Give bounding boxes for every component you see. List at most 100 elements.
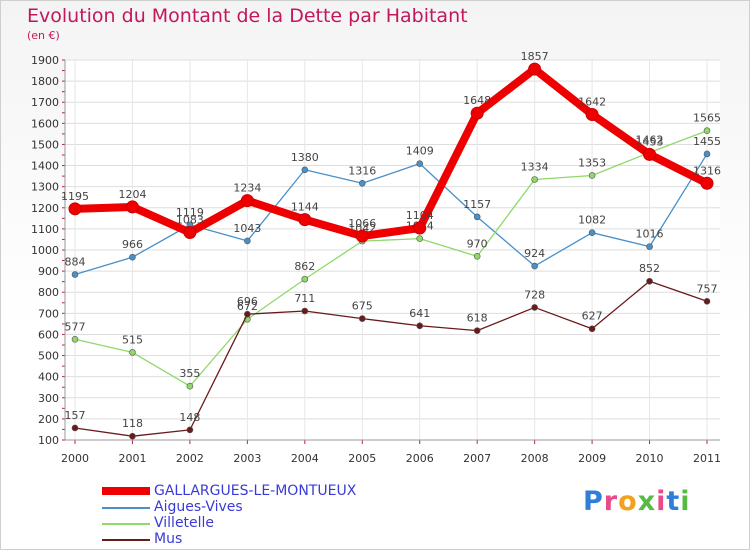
y-tick-label: 1300 <box>31 181 59 194</box>
data-label-1: 1409 <box>406 145 434 158</box>
data-point-0 <box>528 62 542 76</box>
data-point-0 <box>125 200 139 214</box>
data-label-0: 1857 <box>521 50 549 63</box>
data-point-3 <box>473 327 481 334</box>
data-label-1: 1455 <box>693 135 721 148</box>
series-line-0 <box>71 65 711 241</box>
data-label-0: 1195 <box>61 190 89 203</box>
data-point-3 <box>71 424 79 432</box>
data-point-1 <box>71 271 79 278</box>
data-label-3: 696 <box>237 295 258 308</box>
data-point-0 <box>413 221 427 235</box>
data-point-0 <box>470 106 484 120</box>
data-point-3 <box>416 322 424 330</box>
data-point-1 <box>244 237 251 245</box>
data-label-1: 1016 <box>636 228 664 241</box>
y-tick-label: 800 <box>38 286 59 299</box>
y-tick-label: 1600 <box>31 117 59 130</box>
legend-item-aigues-vives: Aigues-Vives <box>102 499 402 515</box>
data-point-1 <box>473 213 481 221</box>
y-tick-label: 1100 <box>31 223 59 236</box>
logo-letter: x <box>637 486 657 517</box>
data-label-3: 675 <box>352 300 373 313</box>
data-label-1: 884 <box>65 255 86 268</box>
chart-subtitle: (en €) <box>27 29 60 42</box>
x-tick-label: 2007 <box>463 452 491 465</box>
data-point-0 <box>183 225 197 239</box>
data-point-2 <box>71 335 79 343</box>
x-tick-label: 2001 <box>118 452 146 465</box>
series-line-2 <box>74 130 708 387</box>
data-label-1: 1119 <box>176 206 204 219</box>
data-point-0 <box>585 107 599 121</box>
y-tick-label: 1500 <box>31 138 59 151</box>
chart-title: Evolution du Montant de la Dette par Hab… <box>27 5 468 27</box>
data-point-0 <box>298 213 312 227</box>
data-point-1 <box>416 160 424 167</box>
data-point-1 <box>703 150 711 158</box>
data-label-1: 924 <box>524 247 545 260</box>
legend-label-villetelle: Villetelle <box>154 515 215 531</box>
series-line-3 <box>74 280 708 437</box>
data-label-3: 627 <box>582 310 603 323</box>
data-label-2: 1565 <box>693 112 721 125</box>
legend: GALLARGUES-LE-MONTUEUX Aigues-Vives Vill… <box>102 483 402 547</box>
data-point-3 <box>301 307 309 315</box>
data-point-3 <box>358 315 366 322</box>
data-label-0: 1144 <box>291 201 319 214</box>
data-label-0: 1066 <box>348 217 376 230</box>
data-point-3 <box>186 426 194 434</box>
y-tick-label: 200 <box>38 413 59 426</box>
data-point-2 <box>473 253 481 260</box>
data-label-3: 641 <box>409 307 430 320</box>
x-tick-label: 2000 <box>61 452 89 465</box>
legend-swatch-villetelle <box>102 523 150 525</box>
logo-letter: o <box>618 486 638 517</box>
logo-letter: t <box>666 486 681 517</box>
data-point-0 <box>68 202 82 216</box>
data-label-3: 711 <box>294 292 315 305</box>
y-tick-label: 100 <box>38 434 59 447</box>
data-label-1: 1380 <box>291 151 319 164</box>
logo-letter: i <box>680 486 691 517</box>
y-tick-label: 900 <box>38 265 59 278</box>
legend-item-gallargues: GALLARGUES-LE-MONTUEUX <box>102 483 402 499</box>
data-point-1 <box>588 229 596 236</box>
y-tick-label: 1000 <box>31 244 59 257</box>
y-tick-label: 1400 <box>31 160 59 173</box>
data-label-3: 157 <box>65 409 86 422</box>
data-label-0: 1316 <box>693 164 721 177</box>
legend-label-gallargues: GALLARGUES-LE-MONTUEUX <box>154 483 357 499</box>
x-tick-label: 2010 <box>636 452 664 465</box>
y-tick-label: 1900 <box>31 54 59 67</box>
data-point-1 <box>129 253 136 261</box>
data-label-2: 862 <box>294 260 315 273</box>
data-point-1 <box>301 166 309 174</box>
data-label-0: 1083 <box>176 213 204 226</box>
data-label-3: 618 <box>467 312 488 325</box>
x-tick-label: 2009 <box>578 452 606 465</box>
y-tick-label: 1700 <box>31 96 59 109</box>
x-tick-label: 2006 <box>406 452 434 465</box>
data-point-2 <box>301 275 309 283</box>
data-point-3 <box>703 297 711 305</box>
x-tick-label: 2004 <box>291 452 319 465</box>
legend-item-villetelle: Villetelle <box>102 515 402 531</box>
data-label-2: 1353 <box>578 156 606 169</box>
legend-label-aigues-vives: Aigues-Vives <box>154 499 243 515</box>
x-tick-label: 2005 <box>348 452 376 465</box>
legend-label-mus: Mus <box>154 531 183 547</box>
data-label-2: 355 <box>179 367 200 380</box>
data-label-2: 577 <box>65 320 86 333</box>
data-label-0: 1234 <box>233 182 261 195</box>
data-point-0 <box>643 147 657 161</box>
data-point-2 <box>531 176 538 183</box>
y-tick-label: 500 <box>38 350 59 363</box>
data-label-1: 966 <box>122 238 143 251</box>
data-point-2 <box>703 127 711 135</box>
data-label-0: 1204 <box>118 188 146 201</box>
x-tick-label: 2003 <box>233 452 261 465</box>
data-label-3: 852 <box>639 262 660 275</box>
y-tick-label: 700 <box>38 307 59 320</box>
